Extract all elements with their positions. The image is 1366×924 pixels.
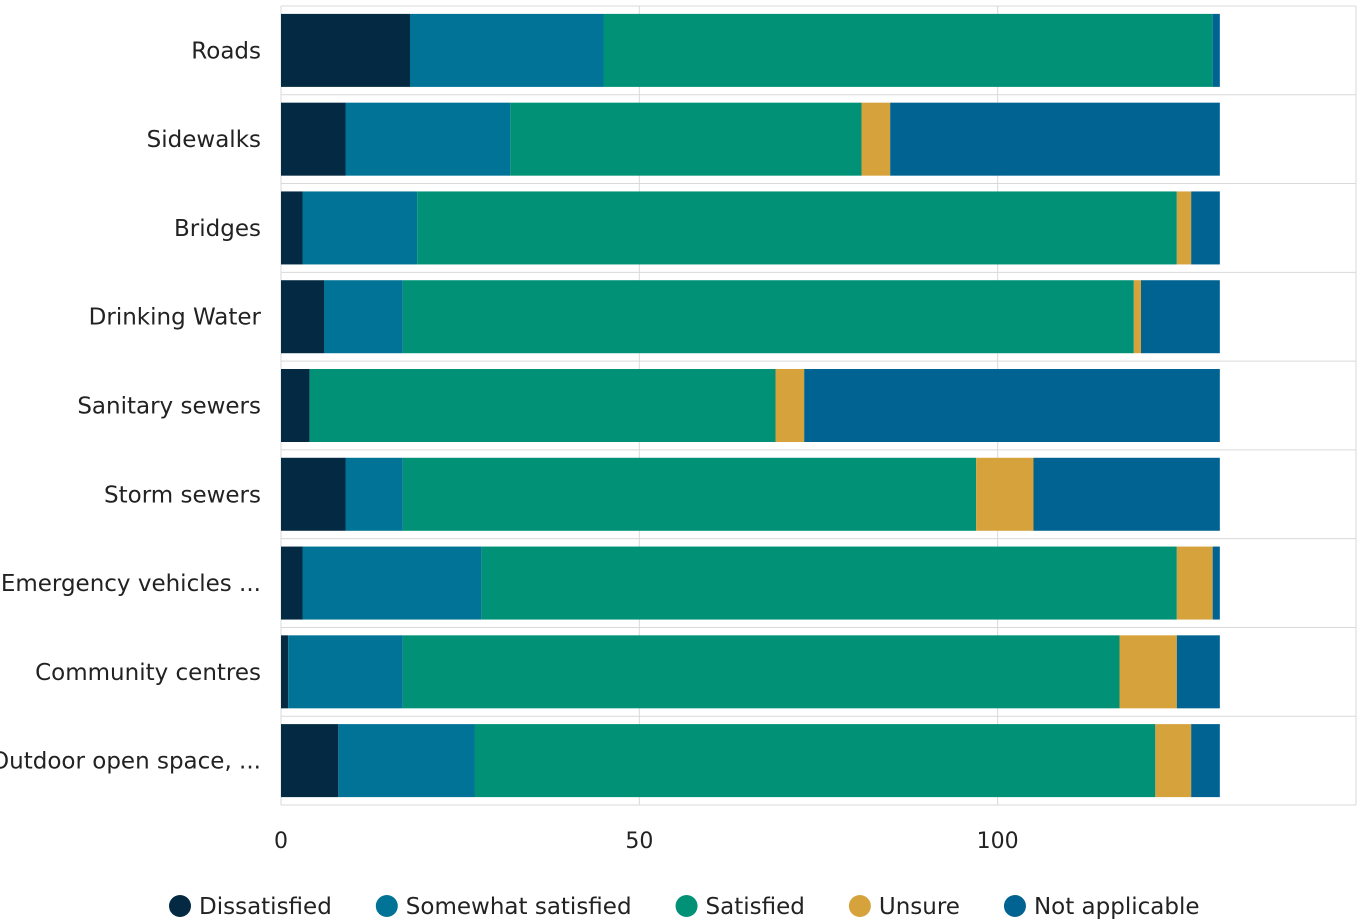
bar-segment (281, 635, 289, 709)
category-label: Outdoor open space, ... (0, 749, 261, 775)
legend-label: Somewhat satisfied (406, 894, 632, 920)
legend-item: Not applicable (1003, 894, 1200, 920)
category-label: Drinking Water (89, 305, 262, 331)
bar-segment (1033, 457, 1220, 531)
legend-label: Dissatisfied (199, 894, 332, 920)
bar-segment (338, 724, 475, 798)
bar-segment (1141, 280, 1220, 354)
bar-segment (1176, 191, 1192, 265)
bar-segment (281, 724, 339, 798)
bar-segment (324, 280, 403, 354)
legend-label: Not applicable (1034, 894, 1200, 920)
bar-segment (281, 546, 303, 620)
bar-segment (1191, 191, 1220, 265)
bar-segment (804, 369, 1220, 442)
category-labels: Roads Sidewalks Bridges Drinking Water Sanit… (0, 38, 262, 774)
legend-swatch (375, 895, 398, 917)
x-axis-ticks: 0 50 100 (274, 829, 1019, 854)
bar-segment (402, 635, 1120, 709)
x-tick-label: 0 (274, 829, 288, 854)
bar-segment (890, 102, 1220, 176)
bar-segment (402, 457, 977, 531)
legend-swatch (675, 895, 698, 917)
bar-segment (861, 102, 891, 176)
bar-segment (474, 724, 1156, 798)
legend-swatch (848, 895, 871, 917)
category-label: Bridges (174, 216, 261, 242)
bar-segment (1133, 280, 1141, 354)
bars (281, 13, 1220, 798)
bar-segment (1176, 546, 1213, 620)
bar-segment (402, 280, 1134, 354)
bar-segment (775, 369, 805, 442)
legend: Dissatisfied Somewhat satisfied Satisfied U… (169, 894, 1200, 920)
category-label: Sanitary sewers (77, 394, 261, 420)
bar-segment (345, 457, 403, 531)
x-tick-label: 50 (625, 829, 653, 854)
bar-segment (510, 102, 862, 176)
legend-label: Satisfied (706, 894, 805, 920)
bar-segment (288, 635, 403, 709)
legend-item: Dissatisfied (169, 894, 332, 920)
bar-segment (281, 102, 346, 176)
bar-segment (417, 191, 1177, 265)
bar-segment (302, 191, 418, 265)
bar-segment (281, 369, 310, 442)
legend-item: Somewhat satisfied (375, 894, 632, 920)
bar-segment (1119, 635, 1177, 709)
bar-segment (481, 546, 1177, 620)
legend-swatch (1003, 895, 1026, 917)
bar-segment (1191, 724, 1220, 798)
category-label: Community centres (35, 660, 261, 686)
grid (280, 5, 1357, 806)
bar-segment (1155, 724, 1192, 798)
category-label: Storm sewers (104, 482, 261, 508)
bar-segment (281, 13, 410, 87)
bar-segment (1212, 546, 1220, 620)
bar-segment (410, 13, 604, 87)
x-tick-label: 100 (977, 829, 1019, 854)
bar-segment (1176, 635, 1220, 709)
bar-segment (1212, 13, 1220, 87)
category-label: Roads (191, 38, 261, 64)
bar-segment (281, 191, 303, 265)
bar-segment (603, 13, 1213, 87)
category-label: Sidewalks (147, 127, 261, 153)
bar-segment (281, 457, 346, 531)
legend-item: Satisfied (675, 894, 805, 920)
bar-segment (976, 457, 1034, 531)
legend-label: Unsure (879, 894, 960, 920)
category-label: Emergency vehicles ... (1, 571, 261, 597)
bar-segment (345, 102, 511, 176)
bar-segment (281, 280, 324, 354)
legend-swatch (169, 895, 191, 917)
legend-item: Unsure (848, 894, 960, 920)
bar-segment (309, 369, 776, 442)
bar-segment (302, 546, 482, 620)
